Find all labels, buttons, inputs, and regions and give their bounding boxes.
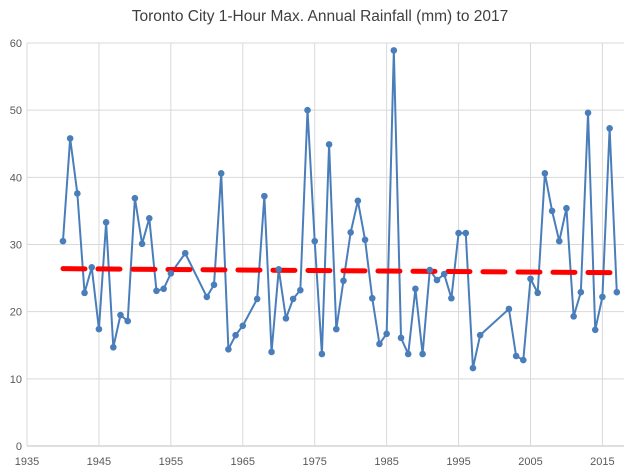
data-point xyxy=(455,229,462,237)
data-point xyxy=(225,345,232,353)
data-point xyxy=(520,356,527,364)
data-point xyxy=(253,295,261,303)
x-tick-label: 2005 xyxy=(518,456,542,468)
data-point xyxy=(548,207,556,215)
data-point xyxy=(606,125,613,132)
data-point xyxy=(325,141,333,148)
y-tick-label: 30 xyxy=(10,240,22,252)
data-point xyxy=(340,277,347,285)
y-tick-label: 60 xyxy=(10,38,22,50)
data-point xyxy=(440,270,448,278)
data-point xyxy=(527,275,534,283)
data-point xyxy=(210,281,218,289)
data-point xyxy=(361,236,369,244)
data-point xyxy=(81,289,88,297)
data-point xyxy=(124,317,131,325)
data-point xyxy=(591,326,599,334)
data-point xyxy=(297,286,304,294)
y-tick-label: 0 xyxy=(16,441,22,453)
data-point xyxy=(505,305,513,313)
data-point xyxy=(74,190,81,197)
trendline xyxy=(60,266,620,276)
y-tick-label: 20 xyxy=(10,307,22,319)
data-point xyxy=(167,270,175,277)
data-point xyxy=(512,352,520,360)
x-tick-label: 1955 xyxy=(159,456,183,468)
data-point xyxy=(59,237,67,245)
data-point xyxy=(117,311,124,319)
data-point xyxy=(433,276,441,284)
data-point xyxy=(404,350,412,358)
data-point xyxy=(476,331,484,339)
data-point xyxy=(534,289,541,297)
data-point xyxy=(261,192,268,200)
data-point xyxy=(110,343,117,351)
data-point xyxy=(131,194,139,202)
data-point xyxy=(419,350,426,358)
data-point xyxy=(397,334,405,342)
data-point xyxy=(95,325,103,333)
data-point xyxy=(541,170,549,177)
x-tick-label: 1965 xyxy=(231,456,255,468)
data-point xyxy=(138,240,146,248)
data-point xyxy=(332,325,340,333)
data-point xyxy=(88,264,96,271)
data-point xyxy=(376,340,383,348)
data-point xyxy=(347,229,354,236)
data-point xyxy=(160,285,167,293)
y-tick-label: 40 xyxy=(10,172,22,184)
data-point xyxy=(563,204,570,212)
data-point xyxy=(289,295,297,303)
data-point xyxy=(412,285,419,293)
x-tick-label: 1975 xyxy=(302,456,326,468)
x-tick-label: 1995 xyxy=(446,456,470,468)
data-point xyxy=(153,287,160,295)
rainfall-series-line xyxy=(61,49,618,370)
data-point xyxy=(469,364,477,372)
data-point xyxy=(181,249,189,257)
chart-title: Toronto City 1-Hour Max. Annual Rainfall… xyxy=(131,8,509,25)
x-tick-label: 1935 xyxy=(15,456,39,468)
data-point xyxy=(232,331,239,339)
data-point xyxy=(203,293,211,301)
data-point xyxy=(390,47,398,54)
y-tick-label: 10 xyxy=(10,374,22,386)
data-point xyxy=(577,288,585,296)
data-point xyxy=(282,315,290,322)
data-point xyxy=(354,197,362,205)
data-point xyxy=(102,219,110,226)
data-point xyxy=(275,266,283,273)
x-tick-label: 1945 xyxy=(87,456,111,468)
data-point xyxy=(318,350,326,358)
data-point xyxy=(145,215,153,222)
data-point xyxy=(584,109,592,117)
data-point xyxy=(383,330,390,338)
data-point xyxy=(66,135,74,142)
data-point xyxy=(599,293,606,301)
data-point xyxy=(462,229,470,237)
data-point xyxy=(570,313,577,320)
data-point xyxy=(268,348,275,356)
data-point xyxy=(368,294,376,302)
data-point xyxy=(426,266,434,274)
x-tick-label: 1985 xyxy=(374,456,398,468)
data-point xyxy=(555,237,563,245)
data-point xyxy=(613,288,621,296)
data-point xyxy=(448,294,455,302)
data-point xyxy=(311,237,319,245)
data-point xyxy=(239,322,247,330)
data-point xyxy=(217,170,225,177)
x-tick-label: 2015 xyxy=(590,456,614,468)
y-tick-label: 50 xyxy=(10,105,22,117)
data-point xyxy=(304,106,311,114)
